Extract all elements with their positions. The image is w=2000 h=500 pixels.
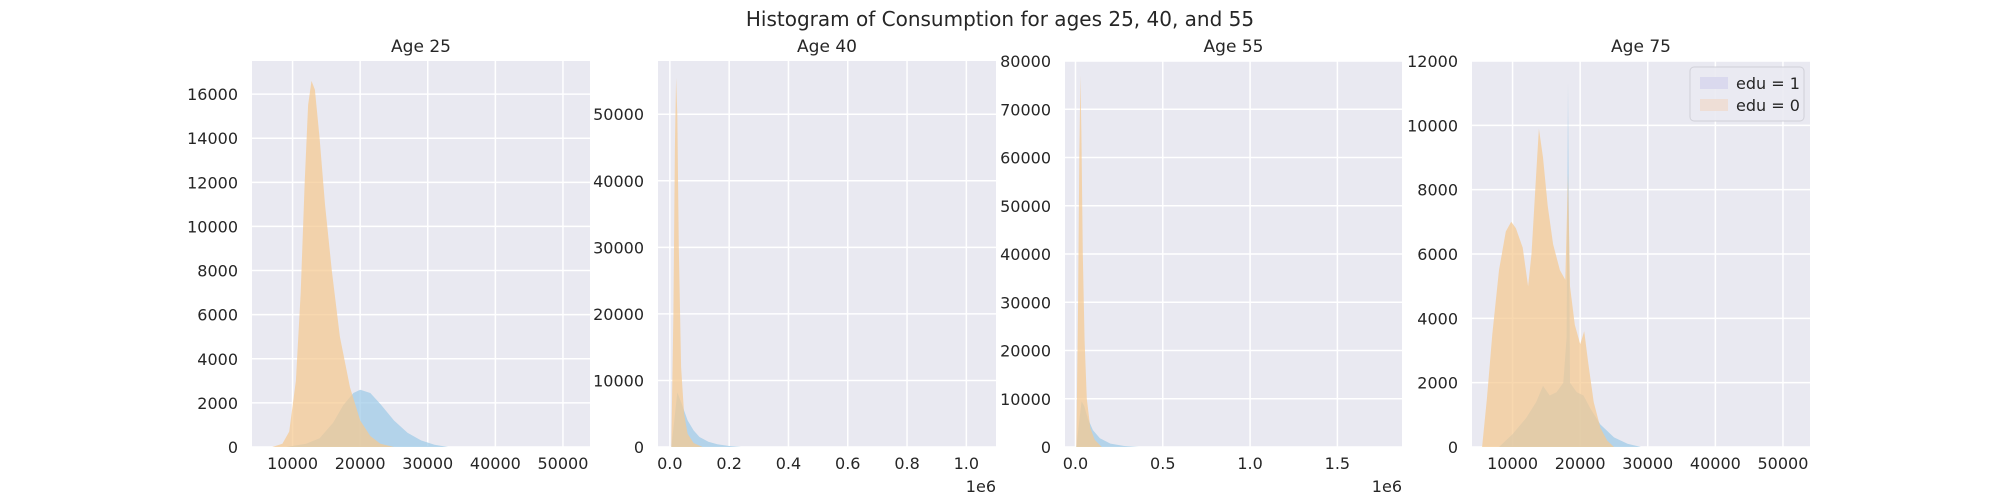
y-tick-label: 70000 — [1000, 100, 1051, 119]
legend-label-edu-0: edu = 0 — [1736, 96, 1800, 115]
y-tick-label: 2000 — [1417, 374, 1458, 393]
x-tick-label: 50000 — [538, 454, 589, 473]
x-tick-label: 0.4 — [776, 454, 801, 473]
x-tick-label: 30000 — [1622, 454, 1673, 473]
y-tick-label: 40000 — [1000, 245, 1051, 264]
x-tick-label: 1.5 — [1325, 454, 1350, 473]
y-tick-label: 30000 — [1000, 293, 1051, 312]
y-tick-label: 12000 — [187, 173, 238, 192]
y-tick-label: 14000 — [187, 129, 238, 148]
subplot-age-25: Age 25 10000 20000 30000 40000 50000 0 2000 4000… — [187, 37, 590, 473]
x-tick-label: 0.0 — [1063, 454, 1088, 473]
y-tick-label: 40000 — [593, 172, 644, 191]
x-tick-label: 0.2 — [716, 454, 741, 473]
y-tick-label: 12000 — [1407, 52, 1458, 71]
subplot-title: Age 75 — [1611, 37, 1671, 57]
y-tick-label: 8000 — [197, 262, 238, 281]
y-tick-label: 20000 — [593, 305, 644, 324]
x-tick-label: 1.0 — [954, 454, 979, 473]
y-tick-label: 20000 — [1000, 342, 1051, 361]
y-tick-label: 6000 — [1417, 245, 1458, 264]
x-tick-label: 1.0 — [1237, 454, 1262, 473]
subplot-title: Age 40 — [797, 37, 857, 57]
legend-swatch-edu-0 — [1700, 99, 1728, 111]
x-tick-label: 0.8 — [894, 454, 919, 473]
y-tick-label: 10000 — [1000, 390, 1051, 409]
subplot-age-55: Age 55 0.0 0.5 1.0 1.5 0 10000 20000 30000 40000 5… — [1000, 37, 1402, 496]
x-tick-label: 40000 — [470, 454, 521, 473]
x-tick-label: 30000 — [402, 454, 453, 473]
y-tick-label: 0 — [1041, 438, 1051, 457]
subplot-age-75: Age 75 10000 20000 30000 40000 50000 0 2000 4000… — [1407, 37, 1810, 473]
y-tick-label: 16000 — [187, 85, 238, 104]
y-tick-label: 50000 — [593, 105, 644, 124]
y-tick-label: 8000 — [1417, 181, 1458, 200]
y-tick-label: 10000 — [593, 371, 644, 390]
histogram-edu-0 — [1076, 75, 1102, 447]
y-tick-label: 60000 — [1000, 149, 1051, 168]
y-tick-label: 10000 — [187, 217, 238, 236]
y-tick-label: 10000 — [1407, 116, 1458, 135]
histogram-edu-0 — [272, 80, 394, 447]
legend-label-edu-1: edu = 1 — [1736, 74, 1800, 93]
legend: edu = 1 edu = 0 — [1689, 66, 1805, 122]
x-offset-text: 1e6 — [966, 477, 996, 496]
x-offset-text: 1e6 — [1372, 477, 1402, 496]
y-tick-label: 4000 — [1417, 309, 1458, 328]
x-tick-label: 0.0 — [657, 454, 682, 473]
x-tick-label: 50000 — [1758, 454, 1809, 473]
y-tick-label: 80000 — [1000, 52, 1051, 71]
x-tick-label: 0.5 — [1150, 454, 1175, 473]
legend-swatch-edu-1 — [1700, 77, 1728, 89]
x-tick-label: 10000 — [1487, 454, 1538, 473]
y-tick-label: 30000 — [593, 238, 644, 257]
subplot-title: Age 25 — [391, 37, 451, 57]
subplot-title: Age 55 — [1204, 37, 1264, 57]
histogram-edu-0 — [671, 77, 703, 447]
x-tick-label: 40000 — [1690, 454, 1741, 473]
histogram-edu-0 — [1482, 128, 1614, 447]
histogram-edu-1 — [671, 392, 741, 447]
plot-area — [658, 61, 996, 447]
y-tick-label: 0 — [228, 438, 238, 457]
figure-suptitle: Histogram of Consumption for ages 25, 40… — [746, 7, 1254, 31]
x-tick-label: 0.6 — [835, 454, 860, 473]
y-tick-label: 0 — [634, 438, 644, 457]
x-tick-label: 20000 — [1555, 454, 1606, 473]
subplot-age-40: Age 40 0.0 0.2 0.4 0.6 0.8 1.0 0 10000 20000 30000… — [593, 37, 996, 496]
y-tick-label: 4000 — [197, 350, 238, 369]
x-tick-label: 20000 — [335, 454, 386, 473]
y-tick-label: 0 — [1448, 438, 1458, 457]
y-tick-label: 2000 — [197, 394, 238, 413]
y-tick-label: 6000 — [197, 306, 238, 325]
y-tick-label: 50000 — [1000, 197, 1051, 216]
x-tick-label: 10000 — [267, 454, 318, 473]
